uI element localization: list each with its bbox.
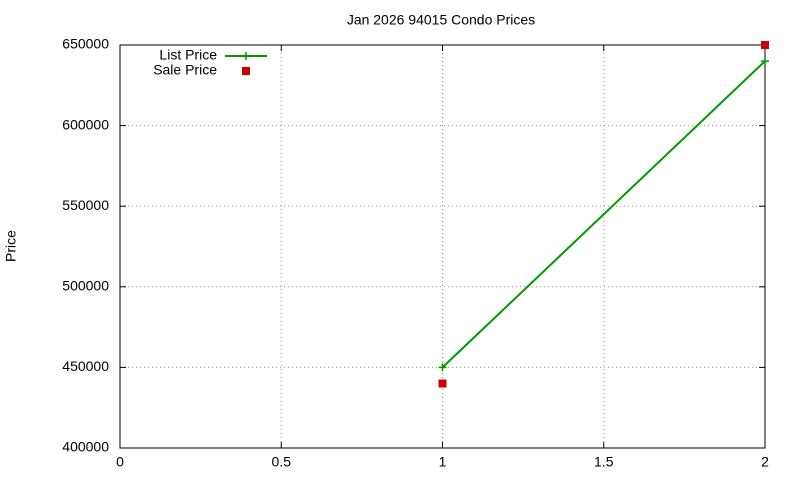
y-tick-label: 450000 [62,358,109,374]
y-tick-label: 550000 [62,197,109,213]
x-tick-label: 1 [439,454,447,470]
y-tick-label: 500000 [62,278,109,294]
chart-title: Jan 2026 94015 Condo Prices [347,12,535,28]
legend-swatch [242,52,250,60]
y-tick-label: 600000 [62,116,109,132]
y-axis-label: Price [3,230,19,262]
point-marker [438,379,447,388]
point-marker [438,363,447,372]
legend-swatch [242,67,250,75]
point-marker [761,57,769,66]
point-marker [761,41,769,49]
legend-label: List Price [159,47,217,63]
y-tick-label: 400000 [62,439,109,455]
x-tick-label: 1.5 [594,454,614,470]
x-tick-label: 2 [761,454,769,470]
x-tick-label: 0.5 [272,454,292,470]
plot-border [119,44,766,449]
y-tick-label: 650000 [62,36,109,52]
series-line [441,60,766,369]
legend-label: Sale Price [153,62,217,78]
x-tick-label: 0 [116,454,124,470]
